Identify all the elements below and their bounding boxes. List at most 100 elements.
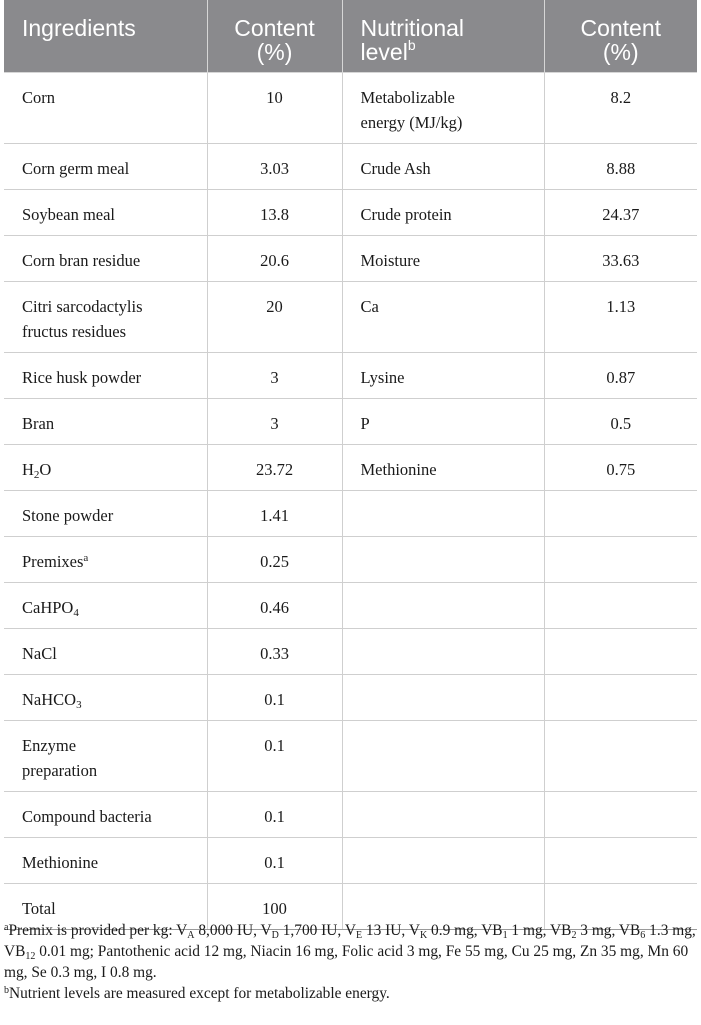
header-footnote-mark-b: b [407,37,416,53]
table-header: Ingredients Content (%) Nutritional levelb… [4,0,697,73]
nutrition-table-container: Ingredients Content (%) Nutritional levelb… [4,0,697,930]
footnote-mark-a: a [83,552,89,564]
table-row: Enzyme preparation 0.1 [4,720,697,792]
ingredient-content-cell: 3.03 [206,143,343,190]
header-nutritional-level: Nutritional levelb [341,0,544,73]
table-footnotes: aPremix is provided per kg: VA 8,000 IU,… [4,920,697,1004]
nutrient-content-cell-empty [543,791,697,838]
nutrient-cell: Moisture [341,235,545,282]
ingredient-content-cell: 0.1 [206,720,343,792]
table-row: Rice husk powder 3 Lysine 0.87 [4,352,697,399]
ingredient-content-cell: 0.46 [206,582,343,629]
nutrient-content-cell-empty [543,582,697,629]
header-ingredients: Ingredients [4,0,207,73]
footnote-b: bNutrient levels are measured except for… [4,985,390,1002]
ingredient-content-cell: 10 [206,72,343,144]
nutrient-cell-empty [341,628,545,675]
header-nutritional-line1: Nutritional [360,15,465,41]
nutrient-cell-empty [341,720,545,792]
header-content-1: Content (%) [206,0,342,73]
table-row: Soybean meal 13.8 Crude protein 24.37 [4,189,697,236]
ingredient-content-cell: 20 [206,281,343,353]
ingredient-cell: Citri sarcodactylis fructus residues [4,281,208,353]
ingredient-cell: Corn germ meal [4,143,208,190]
table-row-total: Total 100 [4,883,697,930]
ingredient-cell: CaHPO4 [4,582,208,629]
nutrient-cell: Ca [341,281,545,353]
nutrient-cell-empty [341,674,545,721]
nutrient-cell: Methionine [341,444,545,491]
table-row: CaHPO4 0.46 [4,582,697,629]
ingredient-cell: Bran [4,398,208,445]
header-content-1-line1: Content [234,15,315,41]
ingredient-cell: Corn bran residue [4,235,208,282]
nutrient-cell-empty [341,883,545,930]
header-content-2-line2: (%) [602,39,639,65]
nutrient-content-cell-empty [543,628,697,675]
table-row: Methionine 0.1 [4,837,697,884]
ingredient-cell: Corn [4,72,208,144]
table-row: H2O 23.72 Methionine 0.75 [4,444,697,491]
nutrient-content-cell-empty [543,720,697,792]
ingredient-cell: Premixesa [4,536,208,583]
table-row: Corn 10 Metabolizable energy (MJ/kg) 8.2 [4,72,697,144]
table-body: Corn 10 Metabolizable energy (MJ/kg) 8.2 … [4,72,697,930]
table-row: NaHCO3 0.1 [4,674,697,721]
ingredient-cell: H2O [4,444,208,491]
nutrient-cell: Crude Ash [341,143,545,190]
nutrient-cell-empty [341,791,545,838]
header-ingredients-label: Ingredients [22,15,136,41]
nutrient-content-cell-empty [543,837,697,884]
nutrient-content-cell: 0.87 [543,352,697,399]
nutrient-cell: Crude protein [341,189,545,236]
ingredient-cell: Total [4,883,208,930]
table-row: NaCl 0.33 [4,628,697,675]
nutrient-content-cell-empty [543,883,697,930]
nutrient-content-cell-empty [543,490,697,537]
header-content-1-line2: (%) [256,39,293,65]
nutrient-cell: Metabolizable energy (MJ/kg) [341,72,545,144]
table-row: Corn germ meal 3.03 Crude Ash 8.88 [4,143,697,190]
nutrient-cell: Lysine [341,352,545,399]
nutrient-cell-empty [341,582,545,629]
ingredient-content-cell: 3 [206,398,343,445]
ingredient-cell: Methionine [4,837,208,884]
ingredient-content-cell: 0.25 [206,536,343,583]
ingredient-content-cell: 20.6 [206,235,343,282]
nutrient-content-cell: 24.37 [543,189,697,236]
header-nutritional-line2: level [360,39,408,65]
nutrient-content-cell: 33.63 [543,235,697,282]
ingredient-cell: Compound bacteria [4,791,208,838]
ingredient-cell: NaHCO3 [4,674,208,721]
ingredient-content-cell: 0.1 [206,674,343,721]
ingredient-cell: NaCl [4,628,208,675]
ingredient-content-cell: 1.41 [206,490,343,537]
ingredient-content-cell: 3 [206,352,343,399]
nutrient-cell-empty [341,837,545,884]
nutrient-cell-empty [341,490,545,537]
header-content-2-line1: Content [580,15,662,41]
ingredient-content-cell: 0.1 [206,837,343,884]
table-row: Citri sarcodactylis fructus residues 20 C… [4,281,697,353]
ingredient-cell: Rice husk powder [4,352,208,399]
footnote-a: aPremix is provided per kg: VA 8,000 IU,… [4,922,696,981]
diet-composition-table: Ingredients Content (%) Nutritional levelb… [4,0,697,930]
ingredient-cell: Enzyme preparation [4,720,208,792]
nutrient-content-cell: 8.88 [543,143,697,190]
nutrient-cell: P [341,398,545,445]
ingredient-content-cell: 100 [206,883,343,930]
table-row: Compound bacteria 0.1 [4,791,697,838]
table-row: Corn bran residue 20.6 Moisture 33.63 [4,235,697,282]
nutrient-content-cell: 0.5 [543,398,697,445]
header-content-2: Content (%) [543,0,697,73]
ingredient-cell: Stone powder [4,490,208,537]
ingredient-cell: Soybean meal [4,189,208,236]
ingredient-content-cell: 0.33 [206,628,343,675]
nutrient-content-cell-empty [543,536,697,583]
table-row: Bran 3 P 0.5 [4,398,697,445]
nutrient-content-cell: 1.13 [543,281,697,353]
nutrient-content-cell: 0.75 [543,444,697,491]
nutrient-cell-empty [341,536,545,583]
table-row: Stone powder 1.41 [4,490,697,537]
table-row: Premixesa 0.25 [4,536,697,583]
